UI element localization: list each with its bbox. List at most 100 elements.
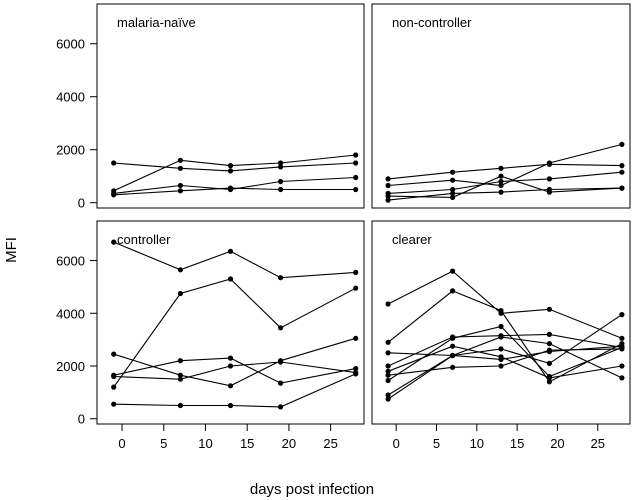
panel-1: non-controller <box>371 3 631 209</box>
data-point <box>498 346 504 352</box>
panel-frame <box>96 220 365 425</box>
series-line-2 <box>388 314 623 365</box>
panel-title: malaria-naïve <box>117 15 196 30</box>
x-tick-label: 5 <box>433 436 440 451</box>
data-point <box>227 248 234 254</box>
data-point <box>177 372 183 378</box>
data-point <box>619 185 625 191</box>
data-point <box>546 176 553 182</box>
data-point <box>450 177 456 183</box>
data-point <box>227 383 234 389</box>
x-tick-label: 5 <box>160 436 167 451</box>
data-point <box>546 348 553 355</box>
data-point <box>278 164 284 170</box>
series-line-0 <box>113 241 356 279</box>
data-point <box>498 363 504 369</box>
data-point <box>450 352 456 359</box>
data-point <box>278 404 284 410</box>
data-point <box>450 364 456 370</box>
data-point <box>498 178 504 185</box>
data-point <box>498 189 504 195</box>
data-point <box>177 188 183 194</box>
data-point <box>353 371 359 377</box>
data-point <box>546 341 553 347</box>
data-point <box>385 193 391 199</box>
data-point <box>353 269 359 275</box>
panel-title: non-controller <box>392 15 472 30</box>
series-line-2 <box>113 337 356 387</box>
data-point <box>385 392 391 398</box>
data-point <box>227 276 234 282</box>
data-point <box>385 396 391 402</box>
data-point <box>450 169 456 175</box>
data-point <box>619 375 625 381</box>
data-point <box>227 168 234 174</box>
panel-3: clearer 0 5 10 15 20 25 <box>371 220 631 451</box>
data-point <box>450 343 456 349</box>
data-point <box>498 165 504 171</box>
data-point <box>111 351 117 357</box>
y-tick-label: 4000 <box>56 90 85 105</box>
data-point <box>227 363 234 369</box>
series-line-3 <box>388 175 622 198</box>
data-point <box>450 186 456 193</box>
series-line-0 <box>388 163 622 180</box>
data-point <box>385 197 391 203</box>
data-point <box>111 373 117 380</box>
series-line-0 <box>113 162 356 172</box>
data-point <box>278 160 284 166</box>
data-point <box>385 350 391 356</box>
data-point <box>546 306 553 312</box>
data-point <box>450 335 456 341</box>
data-point <box>619 343 625 349</box>
series-line-4 <box>113 361 356 380</box>
y-tick-label: 6000 <box>56 37 85 52</box>
data-point <box>353 160 359 166</box>
x-tick-label: 10 <box>470 436 484 451</box>
x-tick-label: 0 <box>118 436 125 451</box>
data-point <box>353 366 359 372</box>
data-point <box>227 402 234 409</box>
data-point <box>385 182 391 189</box>
data-point <box>619 335 625 341</box>
data-point <box>177 290 183 297</box>
data-point <box>385 301 391 307</box>
data-point <box>353 335 359 341</box>
data-point <box>177 157 183 163</box>
x-tick-label: 25 <box>323 436 337 451</box>
panel-title: clearer <box>392 232 432 247</box>
y-axis-label: MFI <box>3 237 20 263</box>
data-point <box>450 288 456 294</box>
x-tick-label: 20 <box>550 436 564 451</box>
data-point <box>450 190 456 196</box>
series-line-7 <box>387 336 623 396</box>
y-tick-label: 2000 <box>56 143 85 158</box>
data-point <box>111 239 117 245</box>
data-point <box>385 363 391 369</box>
data-point <box>498 308 504 314</box>
data-point <box>385 372 391 378</box>
series-line-0 <box>387 270 623 339</box>
y-tick-label: 0 <box>78 196 85 211</box>
data-point <box>278 380 284 386</box>
data-point <box>619 163 625 169</box>
data-point <box>278 275 284 281</box>
x-tick-label: 10 <box>198 436 212 451</box>
data-point <box>278 186 284 193</box>
series-line-1 <box>113 278 356 388</box>
data-point <box>278 325 284 331</box>
data-point <box>278 178 284 185</box>
data-point <box>353 152 359 158</box>
x-tick-label: 15 <box>240 436 254 451</box>
data-point <box>353 186 359 193</box>
panel-frame <box>371 220 631 425</box>
data-point <box>546 160 553 166</box>
series-line-5 <box>113 373 356 408</box>
data-point <box>278 359 284 365</box>
data-point <box>498 334 504 340</box>
y-tick-label: 6000 <box>56 254 85 269</box>
x-tick-label: 20 <box>282 436 296 451</box>
data-point <box>546 186 553 193</box>
x-tick-label: 25 <box>591 436 605 451</box>
